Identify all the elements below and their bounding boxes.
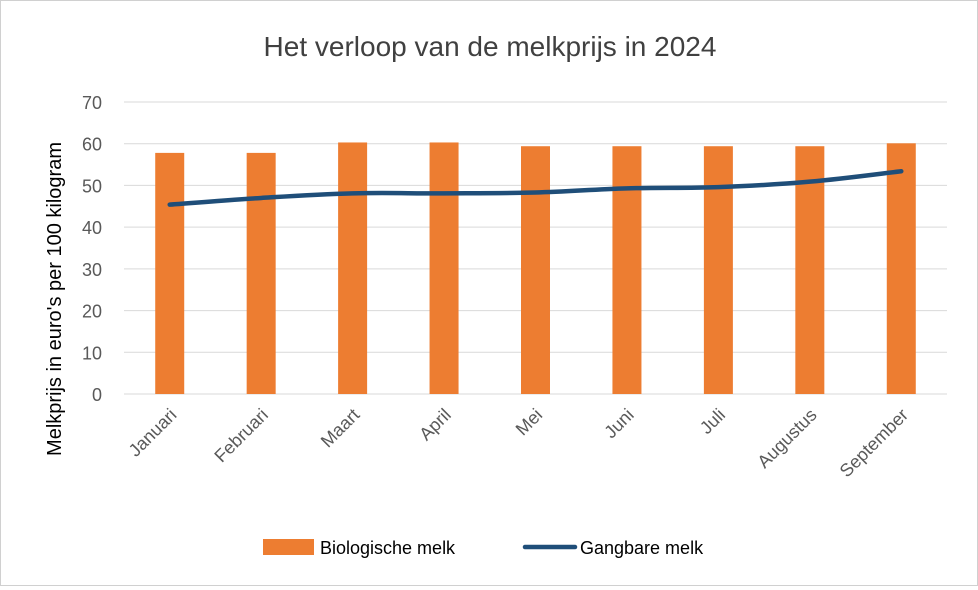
x-tick-label: Augustus <box>753 405 820 472</box>
bar-biologische-melk <box>795 146 825 394</box>
bar-biologische-melk <box>429 142 459 394</box>
bar-biologische-melk <box>521 146 550 394</box>
line-path-gangbare-melk <box>167 168 904 207</box>
x-tick-label: September <box>836 405 912 481</box>
x-tick-label: Februari <box>210 405 272 467</box>
y-tick-label: 0 <box>92 385 102 405</box>
bars-biologische-melk <box>155 142 916 394</box>
x-tick-label: Juni <box>600 405 637 442</box>
legend-label-biologische-melk: Biologische melk <box>320 538 456 558</box>
y-tick-label: 30 <box>82 260 102 280</box>
x-tick-label: Maart <box>317 405 364 452</box>
bar-biologische-melk <box>703 146 733 394</box>
bar-biologische-melk <box>886 143 916 394</box>
y-tick-labels: 0 10 20 30 40 50 60 70 <box>82 93 102 405</box>
bar-biologische-melk <box>246 152 276 394</box>
bar-biologische-melk <box>155 152 185 394</box>
chart-title: Het verloop van de melkprijs in 2024 <box>264 31 717 62</box>
y-tick-label: 60 <box>82 135 102 155</box>
legend: Biologische melk Gangbare melk <box>263 538 704 558</box>
x-tick-label: Juli <box>696 405 729 438</box>
y-tick-label: 20 <box>82 302 102 322</box>
line-gangbare-melk <box>167 168 904 207</box>
y-axis-label: Melkprijs in euro's per 100 kilogram <box>44 142 66 456</box>
y-tick-label: 10 <box>82 343 102 363</box>
x-tick-label: April <box>415 405 455 445</box>
y-tick-label: 70 <box>82 93 102 113</box>
x-tick-labels: Januari Februari Maart April Mei Juni Juli Augu… <box>125 405 912 481</box>
legend-label-gangbare-melk: Gangbare melk <box>580 538 704 558</box>
legend-swatch-biologische-melk <box>263 539 314 555</box>
x-tick-label: Januari <box>125 405 181 461</box>
bar-biologische-melk <box>338 142 368 394</box>
y-tick-label: 40 <box>82 218 102 238</box>
y-tick-label: 50 <box>82 176 102 196</box>
x-tick-label: Mei <box>512 405 547 440</box>
bar-biologische-melk <box>612 146 642 394</box>
